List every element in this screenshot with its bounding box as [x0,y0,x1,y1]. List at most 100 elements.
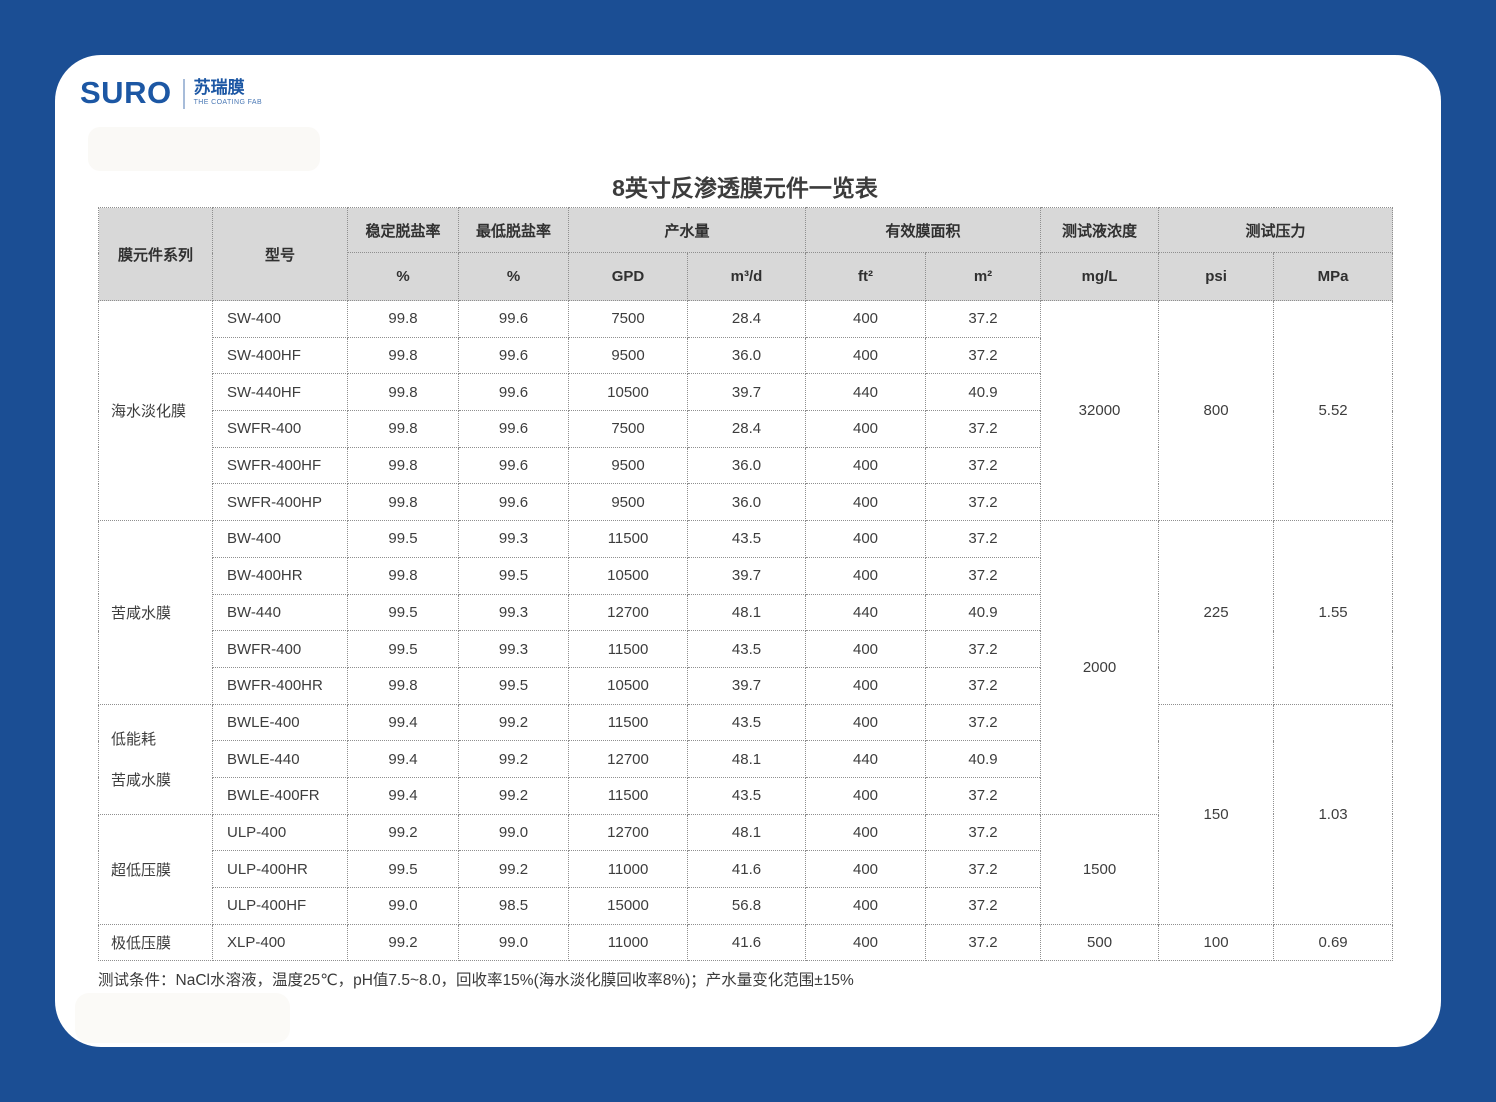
min-rejection-cell: 99.5 [458,666,569,705]
stable-rejection-cell: 99.5 [347,520,459,558]
stable-rejection-cell: 99.8 [347,336,459,375]
stable-rejection-cell: 99.5 [347,630,459,668]
m2-cell: 37.2 [925,483,1042,522]
model-cell: SW-400 [212,300,348,338]
min-rejection-cell: 98.5 [458,887,569,925]
ft2-cell: 400 [805,813,927,852]
concentration-cell: 500 [1040,923,1160,962]
mpa-cell: 5.52 [1273,299,1394,522]
concentration-cell: 1500 [1040,813,1160,925]
unit-m2: m² [925,252,1042,301]
min-rejection-cell: 99.5 [458,556,569,595]
table-row: 超低压膜 ULP-400 99.2 99.0 12700 48.1 400 37.2 1500 [98,813,1393,925]
unit-mpa: MPa [1273,252,1394,301]
m3d-cell: 39.7 [686,373,807,412]
stable-rejection-cell: 99.8 [347,300,459,338]
psi-cell: 150 [1158,703,1275,925]
logo: SURO 苏瑞膜 THE COATING FAB [80,75,262,110]
m3d-cell: 56.8 [686,887,807,925]
gpd-cell: 9500 [568,446,688,485]
model-cell: BWFR-400 [212,630,348,668]
concentration-cell: 2000 [1040,520,1160,815]
mpa-cell: 0.69 [1273,923,1394,962]
model-cell: BW-400HR [212,556,348,595]
model-cell: ULP-400HF [212,887,348,925]
model-cell: BW-400 [212,520,348,558]
stable-rejection-cell: 99.4 [347,776,459,815]
model-cell: BWLE-440 [212,740,348,778]
m2-cell: 37.2 [925,300,1042,338]
ft2-cell: 400 [805,887,927,925]
gpd-cell: 11500 [568,703,688,742]
m2-cell: 37.2 [925,446,1042,485]
col-header-flow: 产水量 [567,207,807,253]
table-row: BWLE-440 99.4 99.2 12700 48.1 440 40.9 [99,740,1393,778]
unit-psi: psi [1158,252,1275,301]
mpa-cell: 1.03 [1273,703,1394,925]
m2-cell: 37.2 [925,520,1042,558]
gpd-cell: 11000 [568,923,688,962]
ft2-cell: 400 [805,446,927,485]
ft2-cell: 440 [805,373,927,412]
gpd-cell: 12700 [568,593,688,632]
m2-cell: 37.2 [925,556,1042,595]
series-cell: 低能耗 苦咸水膜 [98,703,213,815]
model-cell: ULP-400 [212,813,348,852]
ft2-cell: 400 [805,630,927,668]
m2-cell: 37.2 [925,336,1042,375]
table-row: 海水淡化膜 SW-400 99.8 99.6 7500 28.4 400 37.2 32000 8… [98,299,1394,522]
min-rejection-cell: 99.3 [458,630,569,668]
min-rejection-cell: 99.2 [458,740,569,778]
m3d-cell: 28.4 [686,300,807,338]
unit-gpd: GPD [568,252,688,301]
m2-cell: 37.2 [925,887,1042,925]
col-header-series: 膜元件系列 [98,207,213,301]
m2-cell: 37.2 [925,703,1042,742]
logo-brand-text: SURO [80,75,172,110]
logo-cn-name: 苏瑞膜 [193,78,245,97]
stable-rejection-cell: 99.8 [347,666,459,705]
min-rejection-cell: 99.0 [458,923,569,962]
model-cell: SWFR-400HP [212,483,348,522]
table-row: BWFR-400 99.5 99.3 11500 43.5 400 37.2 [99,630,1393,668]
gpd-cell: 12700 [568,740,688,778]
table-header: 膜元件系列 型号 稳定脱盐率 最低脱盐率 产水量 有效膜面积 测试液浓度 测试压… [98,207,1394,301]
header-row-2: % % GPD m³/d ft² m² mg/L psi MPa [99,252,1394,301]
concentration-cell: 32000 [1040,299,1160,522]
gpd-cell: 12700 [568,813,688,852]
ft2-cell: 440 [805,593,927,632]
gpd-cell: 11500 [568,630,688,668]
unit-ft2: ft² [805,252,927,301]
ft2-cell: 400 [805,850,927,888]
col-header-min-rejection: 最低脱盐率 [458,207,569,253]
m3d-cell: 36.0 [686,483,807,522]
faded-watermark-top [88,127,320,171]
m2-cell: 37.2 [925,776,1042,815]
col-header-area: 有效膜面积 [805,207,1042,253]
stable-rejection-cell: 99.2 [347,813,459,852]
table-row: BWFR-400HR 99.8 99.5 10500 39.7 400 37.2 [99,666,1393,705]
table-row: BW-400HR 99.8 99.5 10500 39.7 400 37.2 [99,556,1393,595]
stable-rejection-cell: 99.2 [347,923,459,962]
model-cell: SWFR-400 [212,410,348,448]
m3d-cell: 43.5 [686,630,807,668]
series-cell: 苦咸水膜 [98,520,213,705]
stable-rejection-cell: 99.4 [347,703,459,742]
min-rejection-cell: 99.3 [458,520,569,558]
mpa-cell: 1.55 [1273,520,1394,705]
test-conditions-footnote: 测试条件：NaCl水溶液，温度25℃，pH值7.5~8.0，回收率15%(海水淡… [98,972,854,989]
min-rejection-cell: 99.6 [458,300,569,338]
table-row: 苦咸水膜 BW-400 99.5 99.3 11500 43.5 400 37.2 2000 22… [98,520,1394,815]
ft2-cell: 400 [805,556,927,595]
m2-cell: 37.2 [925,410,1042,448]
stable-rejection-cell: 99.8 [347,410,459,448]
unit-m3d: m³/d [686,252,807,301]
stable-rejection-cell: 99.4 [347,740,459,778]
ft2-cell: 440 [805,740,927,778]
gpd-cell: 15000 [568,887,688,925]
m3d-cell: 48.1 [686,593,807,632]
min-rejection-cell: 99.3 [458,593,569,632]
gpd-cell: 11500 [568,520,688,558]
min-rejection-cell: 99.6 [458,336,569,375]
table-row: SWFR-400HP 99.8 99.6 9500 36.0 400 37.2 [99,483,1393,522]
